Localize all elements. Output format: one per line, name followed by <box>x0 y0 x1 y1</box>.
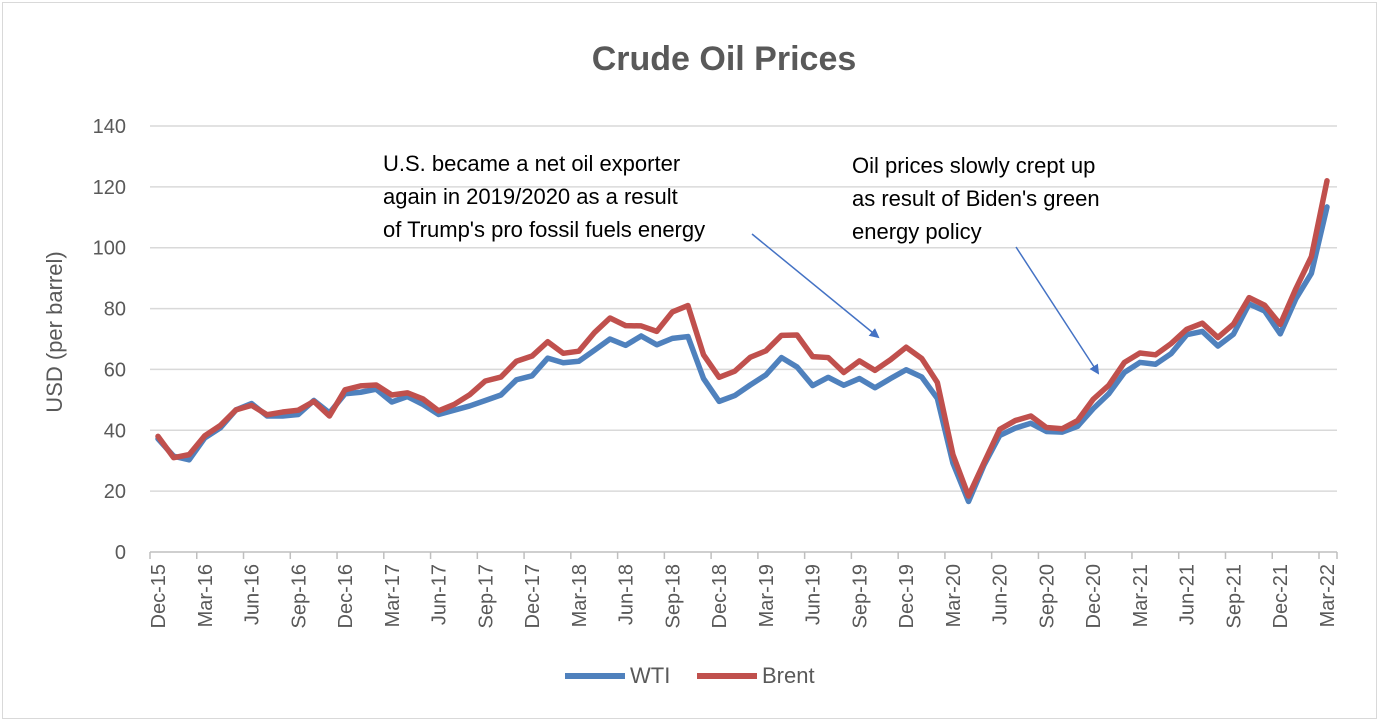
y-tick-label-0: 0 <box>115 542 126 564</box>
x-tick-label-Sep-20: Sep-20 <box>1036 564 1058 629</box>
x-tick-label-Mar-20: Mar-20 <box>943 564 965 627</box>
x-tick-label-Sep-18: Sep-18 <box>662 564 684 629</box>
annotation-biden-line-1: Oil prices slowly crept up <box>852 153 1095 178</box>
x-tick-label-Dec-17: Dec-17 <box>522 564 544 628</box>
x-tick-label-Jun-17: Jun-17 <box>429 564 451 625</box>
y-tick-label-60: 60 <box>104 359 126 381</box>
x-tick-label-Jun-16: Jun-16 <box>242 564 264 625</box>
x-tick-label-Mar-17: Mar-17 <box>382 564 404 627</box>
x-tick-label-Dec-15: Dec-15 <box>148 564 170 628</box>
series-line-brent <box>155 178 1330 499</box>
y-tick-label-40: 40 <box>104 420 126 442</box>
x-tick-label-Sep-21: Sep-21 <box>1223 564 1245 629</box>
x-tick-label-Dec-20: Dec-20 <box>1083 564 1105 628</box>
x-tick-label-Mar-16: Mar-16 <box>195 564 217 627</box>
annotation-biden-line-3: energy policy <box>852 219 982 244</box>
series-points-wti <box>157 206 1328 502</box>
y-axis-ticks: 0 20 40 60 80 100 120 140 <box>93 116 126 564</box>
x-tick-label-Sep-19: Sep-19 <box>849 564 871 629</box>
x-tick-label-Dec-16: Dec-16 <box>335 564 357 628</box>
y-tick-label-80: 80 <box>104 299 126 321</box>
series-line-wti <box>155 204 1330 505</box>
x-tick-label-Jun-20: Jun-20 <box>990 564 1012 625</box>
x-tick-label-Dec-18: Dec-18 <box>709 564 731 628</box>
y-axis-title: USD (per barrel) <box>42 251 67 412</box>
y-tick-label-100: 100 <box>93 238 126 260</box>
x-tick-label-Mar-21: Mar-21 <box>1130 564 1152 627</box>
annotation-biden: Oil prices slowly crept up as result of … <box>852 153 1100 375</box>
y-tick-label-120: 120 <box>93 177 126 199</box>
legend-label-brent: Brent <box>762 663 815 688</box>
annotation-trump-line-3: of Trump's pro fossil fuels energy <box>383 217 705 242</box>
annotation-trump: U.S. became a net oil exporter again in … <box>383 151 880 339</box>
x-tick-label-Jun-21: Jun-21 <box>1177 564 1199 625</box>
annotation-trump-arrow <box>751 233 880 339</box>
series-points-brent <box>157 180 1328 497</box>
x-tick-label-Dec-19: Dec-19 <box>896 564 918 628</box>
gridlines <box>150 125 1337 492</box>
annotation-biden-arrow <box>1015 246 1100 375</box>
series-layer <box>155 178 1330 505</box>
x-tick-label-Sep-17: Sep-17 <box>475 564 497 629</box>
x-axis-ticks: Dec-15 Mar-16 Jun-16 Sep-16 Dec-16 Mar-17 Jun-… <box>148 552 1339 629</box>
annotation-trump-line-1: U.S. became a net oil exporter <box>383 151 680 176</box>
x-tick-label-Dec-21: Dec-21 <box>1270 564 1292 628</box>
x-tick-label-Mar-22: Mar-22 <box>1317 564 1339 627</box>
x-tick-label-Mar-18: Mar-18 <box>569 564 591 627</box>
annotation-trump-line-2: again in 2019/2020 as a result <box>383 184 678 209</box>
x-tick-label-Jun-18: Jun-18 <box>616 564 638 625</box>
annotation-biden-line-2: as result of Biden's green <box>852 186 1100 211</box>
legend: WTI Brent <box>565 663 815 688</box>
y-tick-label-140: 140 <box>93 116 126 138</box>
legend-label-wti: WTI <box>630 663 670 688</box>
x-tick-label-Mar-19: Mar-19 <box>756 564 778 627</box>
chart-title: Crude Oil Prices <box>592 40 857 78</box>
y-tick-label-20: 20 <box>104 481 126 503</box>
x-tick-label-Jun-19: Jun-19 <box>803 564 825 625</box>
x-tick-label-Sep-16: Sep-16 <box>288 564 310 629</box>
